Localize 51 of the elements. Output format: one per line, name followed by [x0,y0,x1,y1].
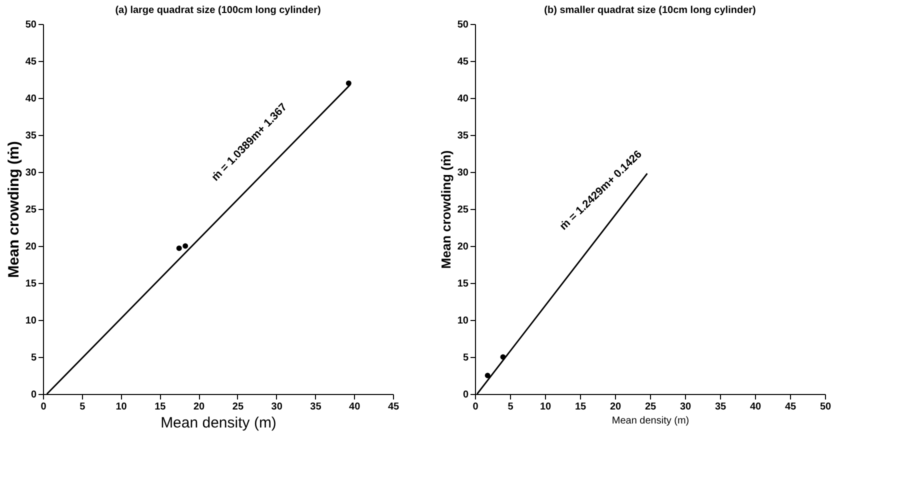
x-tick-label: 30 [271,402,283,412]
chart-title: (a) large quadrat size (100cm long cylinder) [115,5,321,16]
y-tick-label: 20 [25,242,37,252]
y-tick-label: 35 [457,130,469,142]
y-axis-title: Mean crowding (ṁ) [5,141,22,278]
y-tick-label: 5 [30,352,37,364]
y-tick-label: 5 [462,352,469,364]
x-axis-title: Mean density (m) [160,414,276,432]
y-tick-label: 0 [462,390,469,400]
x-tick-label: 15 [154,402,166,412]
chart-title: (b) smaller quadrat size (10cm long cylinder) [544,5,756,16]
x-tick-label: 25 [644,402,656,412]
y-tick-label: 20 [457,242,469,252]
y-tick-label: 30 [25,168,37,178]
point [176,245,182,251]
x-tick-label: 5 [508,402,514,412]
y-tick-label: 45 [457,56,469,68]
y-tick-label: 25 [457,204,469,216]
x-tick-label: 5 [80,402,86,412]
x-tick-label: 40 [750,402,762,412]
y-tick-label: 35 [25,130,37,142]
y-tick-label: 15 [25,278,37,290]
x-tick-label: 0 [472,402,479,412]
x-tick-label: 50 [820,402,832,412]
y-tick-label: 45 [25,56,37,68]
y-tick-label: 0 [30,390,37,400]
x-tick-label: 45 [784,402,796,412]
x-tick-label: 45 [388,402,400,412]
x-tick-label: 25 [232,402,244,412]
y-tick-label: 50 [457,20,469,30]
x-tick-label: 10 [540,402,552,412]
x-tick-label: 30 [680,402,692,412]
y-tick-label: 10 [25,316,37,326]
x-tick-label: 15 [574,402,586,412]
y-tick-label: 40 [457,94,469,104]
x-tick-label: 35 [714,402,726,412]
y-tick-label: 15 [457,278,469,290]
y-axis-title: Mean crowding (ṁ) [438,150,454,269]
x-tick-label: 10 [116,402,128,412]
y-tick-label: 10 [457,316,469,326]
x-tick-label: 20 [610,402,622,412]
y-tick-label: 25 [25,204,37,216]
y-tick-label: 30 [457,168,469,178]
y-tick-label: 40 [25,94,37,104]
y-tick-label: 50 [25,20,37,30]
x-axis-title: Mean density (m) [612,416,690,426]
x-tick-label: 40 [349,402,361,412]
x-tick-label: 35 [310,402,322,412]
x-tick-label: 20 [193,402,206,412]
point [182,243,188,249]
x-tick-label: 0 [40,402,47,412]
